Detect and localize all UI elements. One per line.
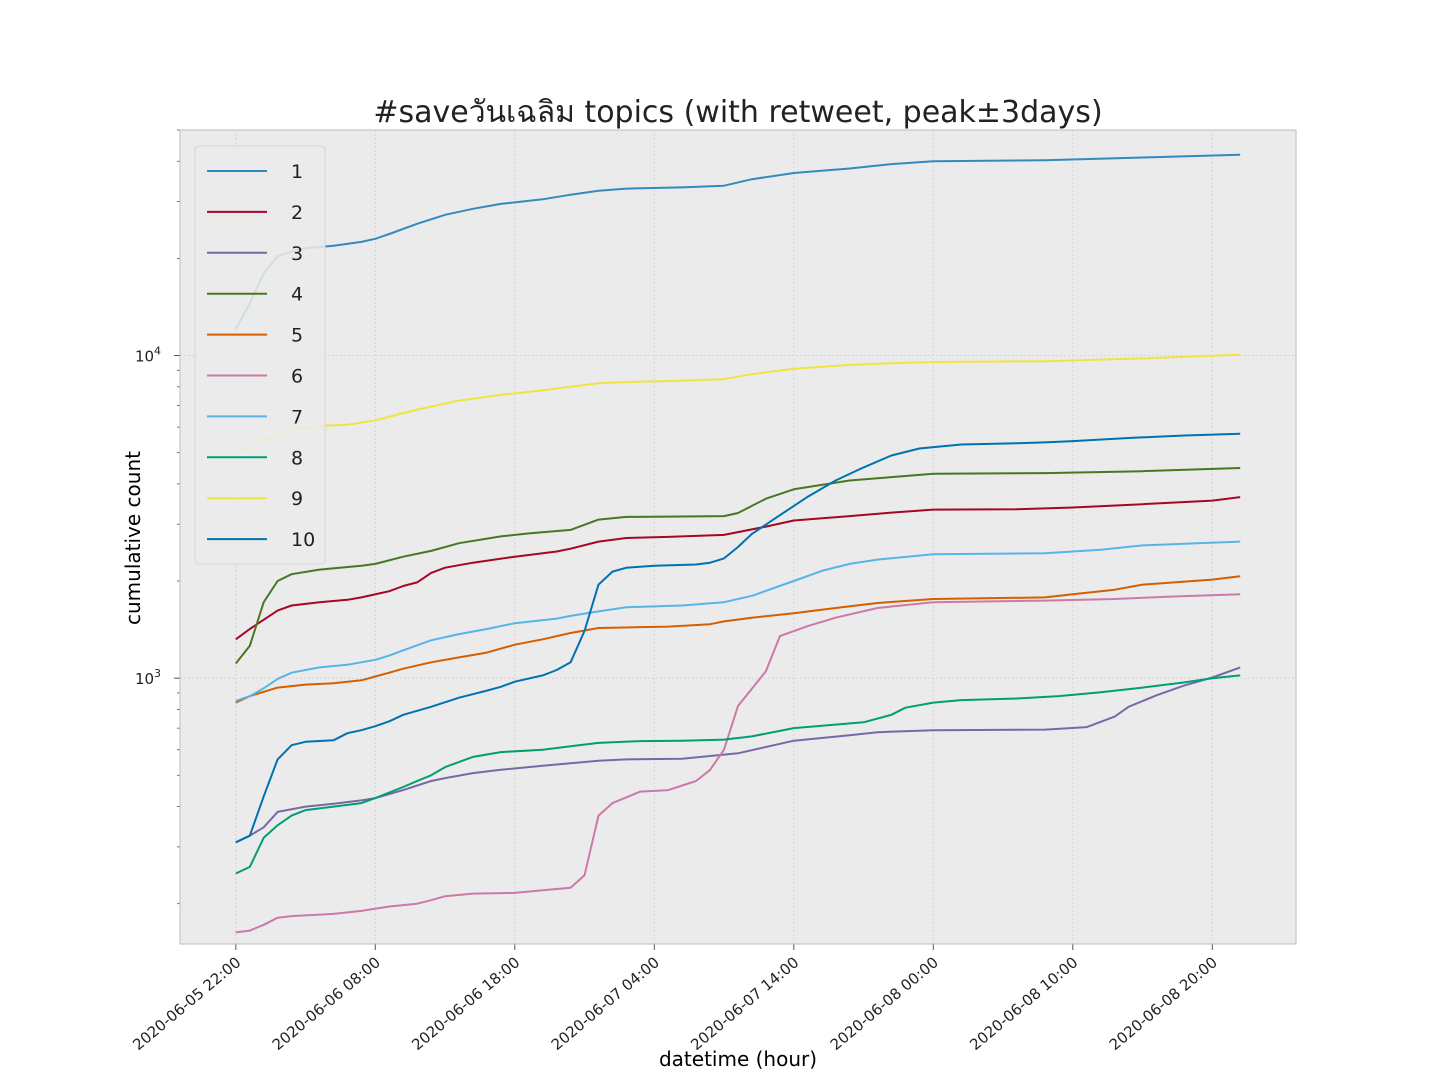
y-tick-label: 103 <box>135 667 161 688</box>
x-tick-label: 2020-06-06 18:00 <box>408 953 523 1054</box>
series-line-6 <box>235 593 1241 934</box>
y-axis-label: cumulative count <box>121 451 145 625</box>
series-line-7 <box>235 540 1241 702</box>
series-line-8 <box>235 674 1241 875</box>
y-tick-exponent: 4 <box>154 345 161 358</box>
legend-label: 6 <box>291 366 303 388</box>
y-tick-label: 104 <box>135 345 161 366</box>
legend: 1 2 3 4 5 6 7 8 9 10 <box>194 145 326 565</box>
chart-title: #saveวันเฉลิม topics (with retweet, peak… <box>373 95 1102 130</box>
legend-label: 1 <box>291 161 303 183</box>
x-tick-label: 2020-06-07 14:00 <box>687 953 802 1054</box>
x-tick-label: 2020-06-05 22:00 <box>129 953 244 1054</box>
x-tick-label: 2020-06-08 10:00 <box>966 953 1081 1054</box>
legend-label: 9 <box>291 488 303 510</box>
y-tick-base: 10 <box>135 670 154 688</box>
legend-label: 3 <box>291 243 303 265</box>
series-line-10 <box>235 432 1241 844</box>
series-line-5 <box>235 575 1241 704</box>
x-tick-label: 2020-06-08 00:00 <box>827 953 942 1054</box>
series-line-9 <box>235 353 1241 454</box>
x-axis-label: datetime (hour) <box>659 1047 817 1071</box>
legend-label: 7 <box>291 406 303 428</box>
x-tick-label: 2020-06-07 04:00 <box>548 953 663 1054</box>
series-line-4 <box>235 467 1241 665</box>
legend-label: 2 <box>291 202 303 224</box>
x-tick-label: 2020-06-08 20:00 <box>1106 953 1221 1054</box>
x-tick-label: 2020-06-06 08:00 <box>269 953 384 1054</box>
legend-label: 5 <box>291 325 303 347</box>
legend-label: 8 <box>291 447 303 469</box>
legend-label: 4 <box>291 284 303 306</box>
series-line-2 <box>235 496 1241 641</box>
legend-box <box>194 145 326 565</box>
legend-label: 10 <box>291 529 315 551</box>
y-tick-base: 10 <box>135 348 154 366</box>
plot-frame <box>179 129 1297 945</box>
y-tick-exponent: 3 <box>154 667 161 680</box>
series-line-3 <box>235 666 1241 844</box>
plot-background <box>180 130 1296 944</box>
